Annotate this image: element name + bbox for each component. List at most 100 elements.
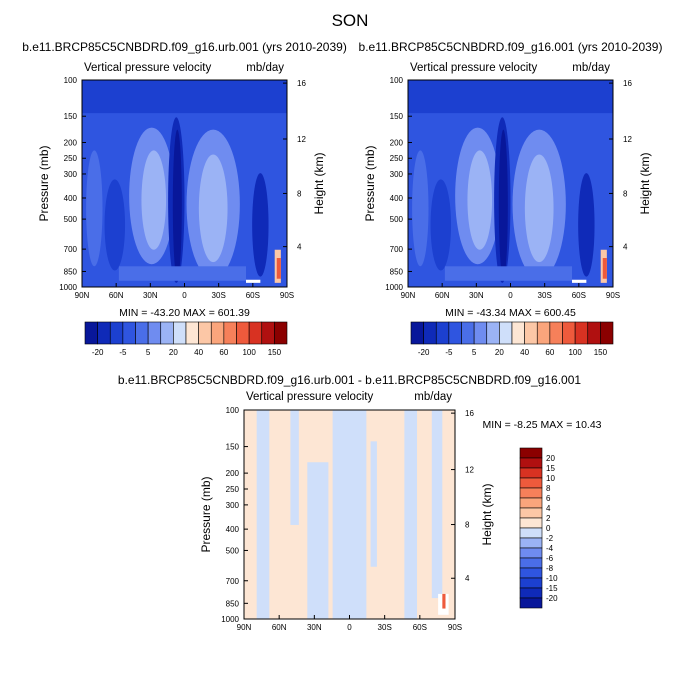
- colorbar-box: [562, 321, 576, 345]
- field-region: [141, 150, 167, 250]
- x-tick-label: 90N: [401, 291, 416, 300]
- x-tick-label: 60S: [246, 291, 260, 300]
- y-right-tick-label: 16: [623, 79, 632, 88]
- y-tick-label: 150: [64, 112, 78, 121]
- colorbar-label: -4: [546, 544, 554, 553]
- colorbar-label: 40: [194, 348, 203, 357]
- y-tick-label: 850: [390, 267, 404, 276]
- page-title: SON: [331, 11, 369, 30]
- colorbar-label: 20: [169, 348, 178, 357]
- field-region: [307, 462, 329, 619]
- x-tick-label: 60N: [435, 291, 450, 300]
- x-tick-label: 60N: [109, 291, 124, 300]
- chart-panel-2: b.e11.BRCP85C5CNBDRD.f09_g16.001 (yrs 20…: [359, 40, 663, 357]
- y-right-axis-label: Height (km): [480, 483, 494, 545]
- y-right-tick-label: 12: [623, 135, 632, 144]
- y-tick-label: 1000: [385, 283, 403, 292]
- colorbar-box: [223, 321, 237, 345]
- field-region: [256, 410, 270, 619]
- field-region: [408, 80, 613, 114]
- colorbar-box: [519, 517, 543, 529]
- x-tick-label: 90S: [280, 291, 294, 300]
- field-1: [82, 80, 287, 287]
- y-tick-label: 100: [390, 76, 404, 85]
- field-region: [370, 441, 377, 567]
- field-2: [408, 80, 613, 287]
- y-tick-label: 850: [226, 599, 240, 608]
- y-axis-label: Pressure (mb): [199, 476, 213, 552]
- x-tick-label: 90N: [75, 291, 90, 300]
- colorbar-label: 0: [546, 524, 551, 533]
- x-tick-label: 30N: [143, 291, 158, 300]
- y-tick-label: 300: [64, 170, 78, 179]
- field-region: [276, 258, 281, 279]
- colorbar-label: 6: [546, 494, 551, 503]
- y-tick-label: 150: [226, 443, 240, 452]
- chart-title: b.e11.BRCP85C5CNBDRD.f09_g16.001 (yrs 20…: [359, 40, 663, 54]
- min-max-stats: MIN = -8.25 MAX = 10.43: [482, 419, 601, 431]
- colorbar-box: [519, 507, 543, 519]
- colorbar-box: [499, 321, 513, 345]
- colorbar-box: [461, 321, 475, 345]
- y-tick-label: 500: [390, 215, 404, 224]
- field-region: [404, 410, 418, 619]
- y-right-tick-label: 8: [297, 189, 302, 198]
- field-region: [572, 279, 587, 283]
- colorbar-box: [519, 447, 543, 459]
- colorbar-box: [519, 547, 543, 559]
- y-tick-label: 100: [226, 406, 240, 415]
- field-region: [578, 173, 595, 277]
- y-tick-label: 250: [390, 154, 404, 163]
- colorbar-box: [519, 577, 543, 589]
- colorbar-box: [519, 537, 543, 549]
- colorbar-box: [519, 597, 543, 609]
- colorbar-box: [274, 321, 288, 345]
- colorbar-label: 5: [472, 348, 477, 357]
- colorbar-box: [519, 497, 543, 509]
- colorbar-box: [519, 567, 543, 579]
- colorbar-box: [261, 321, 275, 345]
- colorbar-label: 150: [594, 348, 608, 357]
- colorbar-box: [435, 321, 450, 345]
- colorbar-box: [519, 477, 543, 489]
- y-tick-label: 300: [390, 170, 404, 179]
- colorbar-box: [549, 321, 563, 345]
- y-tick-label: 700: [226, 577, 240, 586]
- colorbar-box: [574, 321, 589, 345]
- y-tick-label: 300: [226, 501, 240, 510]
- colorbar-label: 15: [546, 464, 555, 473]
- colorbar-label: -5: [445, 348, 453, 357]
- field-region: [430, 179, 452, 271]
- colorbar-box: [536, 321, 551, 345]
- field-region: [82, 80, 287, 114]
- y-tick-label: 700: [64, 245, 78, 254]
- colorbar-label: 60: [219, 348, 228, 357]
- colorbar-box: [210, 321, 225, 345]
- y-tick-label: 150: [390, 112, 404, 121]
- field-region: [442, 593, 446, 609]
- colorbar-label: 150: [268, 348, 282, 357]
- x-tick-label: 30N: [307, 623, 322, 632]
- colorbar-label: -6: [546, 554, 554, 563]
- y-tick-label: 400: [390, 194, 404, 203]
- y-right-tick-label: 8: [623, 189, 628, 198]
- field-region: [104, 179, 126, 271]
- y-axis-label: Pressure (mb): [363, 145, 377, 221]
- x-tick-label: 60N: [272, 623, 287, 632]
- y-right-tick-label: 4: [623, 243, 628, 252]
- colorbar-box: [519, 487, 543, 499]
- colorbar-box: [410, 321, 424, 345]
- y-tick-label: 400: [226, 525, 240, 534]
- colorbar-label: -20: [546, 594, 558, 603]
- x-tick-label: 90S: [606, 291, 620, 300]
- field-region: [252, 173, 269, 277]
- colorbar-box: [519, 587, 543, 599]
- colorbar-box: [448, 321, 462, 345]
- colorbar: -20 -5 5 20 40 60 100 150: [84, 321, 288, 357]
- colorbar-label: 5: [146, 348, 151, 357]
- variable-label: Vertical pressure velocity: [84, 62, 211, 74]
- colorbar-box: [519, 527, 543, 539]
- units-label: mb/day: [246, 62, 284, 74]
